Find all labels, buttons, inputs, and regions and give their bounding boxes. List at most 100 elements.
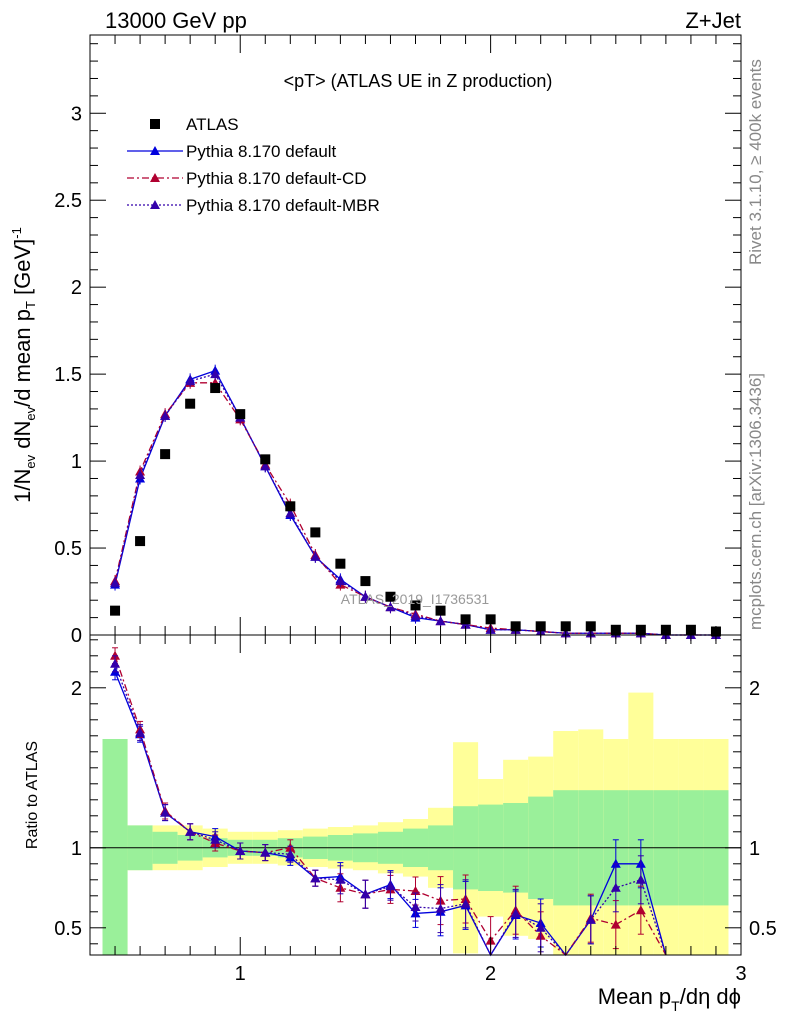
ratio-point-dotted — [310, 873, 321, 883]
main-point-atlas — [285, 501, 296, 512]
main-ytick-label: 2.5 — [54, 190, 82, 212]
ratio-point-dotted — [535, 922, 546, 932]
ratio-point-dotted — [635, 874, 646, 884]
main-point-atlas — [160, 449, 171, 460]
ratio-ytick-label: 0.5 — [54, 918, 82, 940]
ylabel-unit: [GeV] — [10, 239, 35, 295]
main-point-atlas — [185, 398, 196, 409]
ylabel-part-main: 1/N — [10, 469, 35, 503]
main-point-dotted — [360, 591, 371, 601]
ratio-point-dotted — [410, 902, 421, 911]
main-axis-ticks: 0 0.5 1 1.5 2 2.5 3 — [54, 35, 741, 647]
ratio-point-dotted — [210, 834, 221, 844]
ratio-point-dotted — [335, 874, 346, 884]
main-point-atlas — [435, 605, 446, 616]
main-point-atlas — [135, 536, 146, 547]
ratio-point-dotted — [185, 826, 196, 836]
main-ytick-label: 0 — [71, 625, 82, 647]
main-point-dotted — [310, 551, 321, 561]
main-point-dotted — [260, 461, 271, 471]
ratio-point-dotted — [510, 908, 521, 918]
main-ytick-label: 1.5 — [54, 364, 82, 386]
ratio-point-dotted — [585, 914, 596, 924]
header-right: Z+Jet — [685, 8, 741, 33]
legend-label-dotted: Pythia 8.170 default-MBR — [186, 196, 380, 215]
legend-label-dashdot: Pythia 8.170 default-CD — [186, 169, 367, 188]
main-point-atlas — [210, 383, 221, 394]
ylabel-part-end: /d mean p — [10, 309, 35, 407]
ratio-series-layer — [110, 647, 667, 957]
ylabel-sub-1: ev — [23, 454, 38, 468]
main-ylabel: 1/Nev dNev/d mean pT [GeV]-1 — [9, 227, 38, 503]
main-title: <pT> (ATLAS UE in Z production) — [284, 71, 553, 91]
main-ytick-label: 0.5 — [54, 538, 82, 560]
main-point-dotted — [285, 508, 296, 518]
main-point-atlas — [335, 558, 346, 569]
main-point-atlas — [110, 605, 121, 616]
ratio-point-dotted — [135, 727, 146, 737]
legend-label-solid: Pythia 8.170 default — [186, 142, 337, 161]
ylabel-sup: -1 — [9, 227, 24, 239]
ratio-ylabel: Ratio to ATLAS — [24, 741, 41, 849]
ratio-point-dotted — [160, 807, 171, 817]
ratio-point-dotted — [435, 903, 446, 913]
main-point-atlas — [235, 409, 246, 420]
main-ytick-label: 3 — [71, 103, 82, 125]
ratio-axis-ticks: 0.5 0.5 1 1 2 2 1 2 3 — [54, 635, 777, 985]
legend-marker-atlas — [150, 119, 160, 129]
main-point-atlas — [310, 527, 321, 538]
ratio-point-dotted — [385, 881, 396, 891]
main-point-dotted — [185, 376, 196, 386]
xlabel-part-end: /dη dϕ — [680, 984, 741, 1009]
xlabel-part-main: Mean p — [598, 984, 671, 1009]
xlabel-sub: T — [671, 998, 680, 1014]
ratio-point-dashdot — [610, 919, 621, 929]
ylabel-sub-2: ev — [23, 406, 38, 420]
main-point-atlas — [460, 614, 471, 625]
ratio-point-dotted — [360, 889, 371, 899]
main-point-dotted — [135, 470, 146, 479]
main-ytick-label: 1 — [71, 451, 82, 473]
ratio-xtick-label: 2 — [485, 963, 496, 985]
ratio-point-dotted — [285, 849, 296, 859]
ratio-ytick-label: 1 — [71, 838, 82, 860]
watermark: ATLAS_2019_I1736531 — [341, 591, 490, 607]
legend-label-markers: ATLAS — [186, 115, 239, 134]
main-point-dotted — [385, 602, 396, 612]
ratio-ytick-label-right: 0.5 — [749, 918, 777, 940]
main-point-dotted — [410, 610, 421, 620]
legend-marker-dashdot — [150, 173, 160, 182]
ratio-ytick-label-right: 2 — [749, 678, 760, 700]
ratio-xlabel: Mean pT/dη dϕ — [598, 984, 741, 1014]
ratio-point-dotted — [610, 882, 621, 892]
mcplots-label: mcplots.cern.ch [arXiv:1306.3436] — [746, 373, 765, 630]
main-panel: ATLAS_2019_I1736531 0 0.5 1 1.5 2 2.5 3 <pT> (… — [9, 34, 742, 647]
ratio-xtick-label: 3 — [735, 963, 746, 985]
main-point-atlas — [410, 600, 421, 611]
main-point-dotted — [160, 410, 171, 420]
ratio-band-inner — [102, 739, 128, 955]
main-point-atlas — [385, 591, 396, 602]
header-left: 13000 GeV pp — [105, 8, 247, 33]
main-point-dotted — [335, 576, 346, 586]
ylabel-part-mid: dN — [10, 421, 35, 455]
ratio-panel: 0.5 0.5 1 1 2 2 1 2 3 Ratio to ATLAS Mean pT/dη … — [24, 634, 777, 1014]
main-point-atlas — [260, 454, 271, 465]
legend: ATLAS Pythia 8.170 default Pythia 8.170 de… — [127, 115, 380, 215]
main-ytick-label: 2 — [71, 277, 82, 299]
legend-marker-dotted — [150, 200, 160, 209]
ratio-xtick-label: 1 — [235, 963, 246, 985]
ratio-ytick-label: 2 — [71, 678, 82, 700]
main-point-dotted — [435, 616, 446, 626]
main-point-dotted — [110, 577, 121, 587]
ratio-point-dotted — [110, 658, 121, 668]
rivet-version-label: Rivet 3.1.10, ≥ 400k events — [746, 59, 765, 265]
main-point-dotted — [210, 369, 221, 379]
ratio-ytick-label-right: 1 — [749, 838, 760, 860]
main-point-atlas — [360, 576, 371, 587]
ratio-point-dotted — [235, 846, 246, 855]
ratio-point-dotted — [260, 847, 271, 857]
ratio-line-dotted — [114, 663, 667, 957]
ratio-point-dashdot — [635, 905, 646, 915]
